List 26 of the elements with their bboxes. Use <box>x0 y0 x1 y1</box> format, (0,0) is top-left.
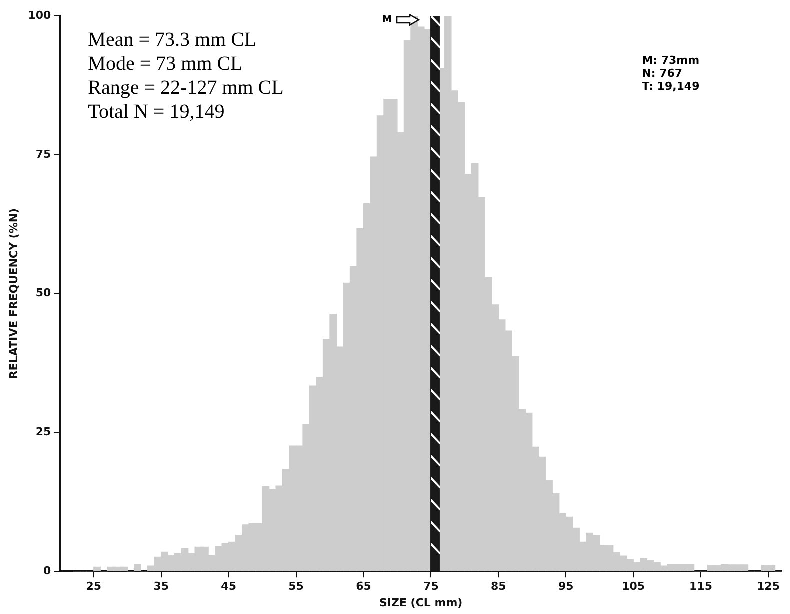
annotation: M <box>382 14 392 26</box>
annotation: M: 73mm <box>642 54 700 67</box>
y-tick-label: 25 <box>36 426 52 439</box>
y-tick-label: 100 <box>28 8 52 22</box>
y-tick-label: 75 <box>36 148 52 161</box>
x-axis-title: SIZE (CL mm) <box>379 596 463 610</box>
annotation: Mean = 73.3 mm CL <box>88 29 257 51</box>
x-tick-label: 35 <box>154 580 170 594</box>
x-tick-label: 25 <box>86 580 102 594</box>
x-tick-label: 95 <box>558 580 574 594</box>
x-tick-label: 75 <box>424 580 439 594</box>
annotation: Total N = 19,149 <box>88 101 225 123</box>
annotation: N: 767 <box>642 67 683 80</box>
x-tick-label: 65 <box>356 580 372 594</box>
y-axis-title: RELATIVE FREQUENCY (%N) <box>7 208 20 380</box>
annotation: T: 19,149 <box>642 80 700 93</box>
y-tick-label: 50 <box>36 286 52 300</box>
x-tick-label: 85 <box>491 580 506 594</box>
x-tick-label: 125 <box>757 580 780 594</box>
x-tick-label: 105 <box>622 580 646 594</box>
x-tick-label: 115 <box>690 580 713 594</box>
annotation: Range = 22-127 mm CL <box>88 77 284 99</box>
x-tick-label: 55 <box>288 580 304 594</box>
y-tick-label: 0 <box>44 564 52 578</box>
annotation: Mode = 73 mm CL <box>88 53 243 75</box>
x-tick-label: 45 <box>221 580 236 594</box>
